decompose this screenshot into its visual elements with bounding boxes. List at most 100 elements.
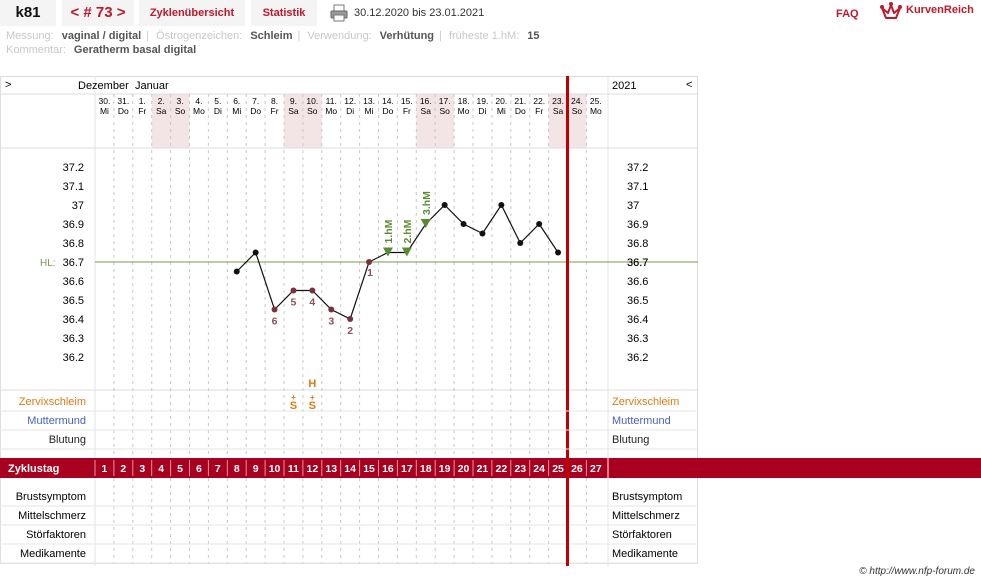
day-weekday: Mi (232, 106, 241, 116)
cycle-day-number: 22 (496, 463, 508, 475)
y-tick-left: 36.7 (63, 257, 84, 269)
kommentar-label: Kommentar: (6, 44, 66, 56)
day-weekday: Mi (100, 106, 109, 116)
y-tick-left: 36.4 (63, 314, 84, 326)
row-label-left: Zervixschleim (19, 396, 86, 408)
temperature-point (536, 221, 543, 227)
y-tick-right: 37.1 (627, 181, 648, 193)
cycle-navigation[interactable]: < # 73 > (62, 0, 134, 26)
row-label-right: Mittelschmerz (612, 510, 680, 522)
y-tick-right: 37 (627, 200, 639, 212)
day-date: 25. (590, 96, 602, 106)
day-date: 11. (326, 96, 337, 106)
row-label-left: Muttermund (27, 415, 86, 427)
day-date: 8. (271, 96, 278, 106)
fruehe-label: früheste 1.hM: (448, 30, 520, 42)
month-left: Dezember (78, 80, 129, 92)
day-weekday: Mo (325, 106, 337, 116)
day-weekday: Di (346, 106, 354, 116)
cycle-day-number: 20 (458, 463, 470, 475)
faq-link[interactable]: FAQ (836, 8, 859, 20)
temperature-point (479, 230, 486, 237)
printer-icon[interactable] (330, 4, 348, 22)
low-value-label: 1 (367, 267, 373, 279)
y-tick-right: 36.8 (627, 238, 648, 250)
day-date: 23. (552, 96, 564, 106)
day-date: 31. (117, 96, 129, 106)
cycle-day-number: 2 (120, 463, 126, 475)
cycle-day-number: 21 (477, 463, 489, 475)
cycle-day-number: 15 (363, 463, 375, 475)
day-date: 7. (252, 96, 259, 106)
low-value-label: 6 (272, 316, 278, 328)
verwendung-label: Verwendung: (307, 30, 372, 42)
temperature-point (290, 287, 297, 294)
day-weekday: Mo (458, 106, 470, 116)
day-date: 13. (363, 96, 375, 106)
y-tick-right: 36.6 (627, 276, 648, 288)
temperature-point (555, 249, 562, 256)
y-tick-left: 36.2 (63, 352, 84, 364)
cycle-day-number: 4 (158, 463, 164, 475)
temperature-point (328, 306, 335, 313)
footer-credit: © http://www.nfp-forum.de (859, 566, 975, 577)
month-right: Januar (135, 80, 169, 92)
coverline-value-right: 36.7 (627, 257, 648, 269)
mucus-symbol: S (309, 400, 316, 412)
day-date: 15. (401, 96, 413, 106)
day-weekday: Sa (288, 106, 299, 116)
row-label-right: Brustsymptom (612, 491, 682, 503)
day-date: 4. (195, 96, 202, 106)
temperature-point (517, 240, 524, 246)
temperature-point (309, 287, 316, 294)
row-label-left: Brustsymptom (16, 491, 86, 503)
mucus-symbol-top: H (308, 378, 316, 390)
temperature-point (441, 202, 448, 208)
day-date: 9. (290, 96, 297, 106)
day-date: 2. (158, 96, 165, 106)
day-weekday: So (307, 106, 318, 116)
weekend-shade (284, 94, 303, 148)
tab-statistics[interactable]: Statistik (251, 0, 317, 26)
tab-cycle-overview[interactable]: Zyklenübersicht (139, 0, 245, 26)
temperature-point (460, 221, 467, 227)
row-label-right: Blutung (612, 434, 649, 446)
cycle-day-number: 1 (102, 463, 108, 475)
day-weekday: Mi (365, 106, 374, 116)
cycle-day-number: 18 (420, 463, 432, 475)
day-weekday: Mo (193, 106, 205, 116)
cycle-day-label: Zyklustag (8, 463, 59, 475)
row-label-right: Muttermund (612, 415, 671, 427)
weekend-shade (435, 94, 455, 148)
comment-info: Kommentar: Geratherm basal digital (6, 44, 201, 56)
cycle-day-number: 11 (288, 463, 299, 475)
temperature-point (366, 259, 373, 265)
logo-text[interactable]: KurvenReich (906, 4, 974, 16)
day-weekday: Sa (156, 106, 167, 116)
cycle-day-number: 16 (382, 463, 394, 475)
cycle-day-bar-divider (607, 458, 609, 478)
cycle-day-number: 14 (344, 463, 356, 475)
day-date: 24. (571, 96, 583, 106)
high-measurement-label: 1.hM (383, 219, 395, 243)
day-weekday: Sa (421, 106, 432, 116)
day-weekday: Mi (497, 106, 506, 116)
cycle-day-number: 9 (253, 463, 259, 475)
cycle-day-number: 5 (177, 463, 183, 475)
year-label: 2021 (612, 80, 636, 92)
cycle-day-number: 26 (571, 463, 583, 475)
row-label-right: Störfaktoren (612, 529, 672, 541)
cycle-day-number: 17 (401, 463, 413, 475)
low-value-label: 4 (309, 297, 315, 309)
day-date: 30. (99, 96, 111, 106)
temperature-point (252, 249, 259, 256)
weekend-shade (567, 94, 587, 148)
y-tick-left: 37.2 (63, 162, 84, 174)
row-label-left: Medikamente (20, 548, 86, 560)
row-label-right: Zervixschleim (612, 396, 679, 408)
crown-logo-icon[interactable] (880, 2, 902, 22)
high-measurement-marker (401, 247, 412, 257)
cycle-day-number: 3 (139, 463, 145, 475)
y-tick-right: 36.5 (627, 295, 648, 307)
